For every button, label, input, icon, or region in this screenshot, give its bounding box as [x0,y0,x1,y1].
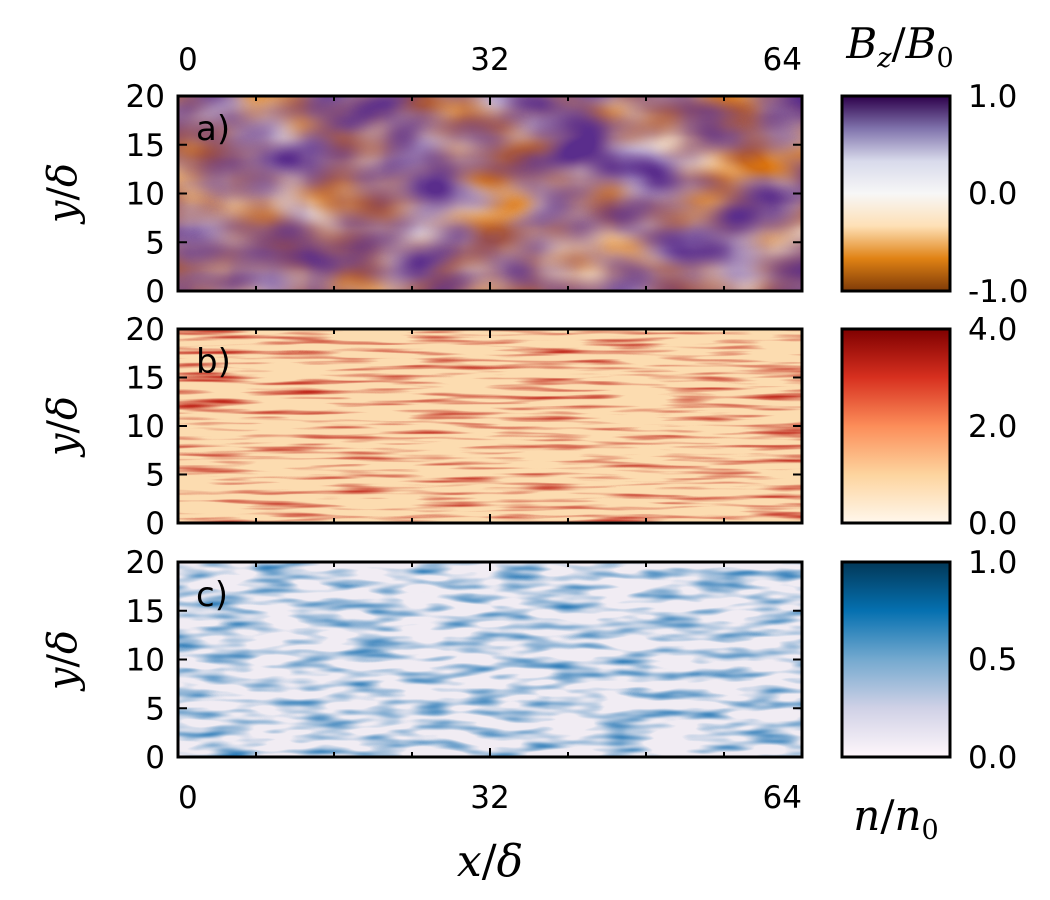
panel-a-x-ticks [177,96,803,291]
panel-b: 0 5 10 15 20 b) y/δ [40,312,804,542]
panel-b-label: b) [196,342,231,382]
panel-a-top-x-tick-32: 32 [470,42,509,78]
colorbar-c-tick-mid: 0.5 [968,642,1017,678]
panel-b-ylabel: y/δ [40,396,86,458]
panel-a-top-x-tick-64: 64 [763,42,802,78]
panel-b-y-ticks: 0 5 10 15 20 [126,312,802,542]
panel-c-field [178,562,802,757]
panel-a-y-ticks: 0 5 10 15 20 [126,79,802,310]
panel-c-label: c) [196,575,228,615]
panel-b-y-tick-label-5: 5 [145,458,165,494]
colorbar-a-tick-max: 1.0 [968,79,1017,115]
colorbar-b-tick-min: 0.0 [968,506,1017,542]
panel-b-y-tick-label-15: 15 [126,361,165,397]
x-axis-label: x/δ [457,836,523,887]
panel-c-x-ticks [177,562,803,757]
panel-b-y-tick-label-20: 20 [126,312,165,348]
panel-c-y-tick-label-10: 10 [126,643,165,679]
colorbar-b-tick-max: 4.0 [968,312,1017,348]
panel-a-field [178,96,802,291]
panel-a: 0 5 10 15 20 a) 0 32 64 y/δ [40,42,804,310]
panel-a-top-x-tick-0: 0 [178,42,198,78]
panel-c: 0 5 10 15 20 c) 0 32 64 y/δ x/δ [40,545,804,887]
panel-a-y-tick-label-20: 20 [126,79,165,115]
panel-c-y-tick-label-0: 0 [145,740,165,776]
panel-c-ylabel: y/δ [40,630,86,692]
panel-a-y-tick-label-10: 10 [126,177,165,213]
panel-b-field [178,329,802,523]
colorbar-c-tick-min: 0.0 [968,740,1017,776]
colorbar-a: 1.0 0.0 -1.0 Bz/B0 [840,19,1029,310]
colorbar-c: 1.0 0.5 0.0 n/n0 [840,545,1017,846]
panel-c-y-tick-label-5: 5 [145,691,165,727]
panel-c-bottom-x-tick-0: 0 [178,780,198,816]
panel-b-y-tick-label-10: 10 [126,409,165,445]
colorbar-a-tick-min: -1.0 [968,274,1029,310]
colorbar-c-label: n/n0 [853,791,938,846]
panel-c-y-ticks: 0 5 10 15 20 [126,545,802,776]
colorbar-c-fill [840,560,952,759]
colorbar-a-label: Bz/B0 [845,19,953,74]
colorbar-b-fill [840,327,952,525]
panel-c-y-tick-label-15: 15 [126,594,165,630]
colorbar-a-fill [840,94,952,293]
colorbar-c-tick-max: 1.0 [968,545,1017,581]
panel-a-ylabel: y/δ [40,163,86,225]
panel-a-label: a) [196,109,230,149]
colorbar-a-tick-mid: 0.0 [968,176,1017,212]
colorbar-b-tick-mid: 2.0 [968,409,1017,445]
panel-c-bottom-x-tick-32: 32 [470,780,509,816]
colorbar-b: 4.0 2.0 0.0 [840,312,1017,542]
panel-a-y-tick-label-15: 15 [126,128,165,164]
panel-a-y-tick-label-5: 5 [145,225,165,261]
panel-b-x-ticks [177,329,803,523]
panel-c-bottom-x-tick-64: 64 [763,780,802,816]
panel-c-y-tick-label-20: 20 [126,545,165,581]
panel-a-y-tick-label-0: 0 [145,274,165,310]
panel-b-y-tick-label-0: 0 [145,506,165,542]
